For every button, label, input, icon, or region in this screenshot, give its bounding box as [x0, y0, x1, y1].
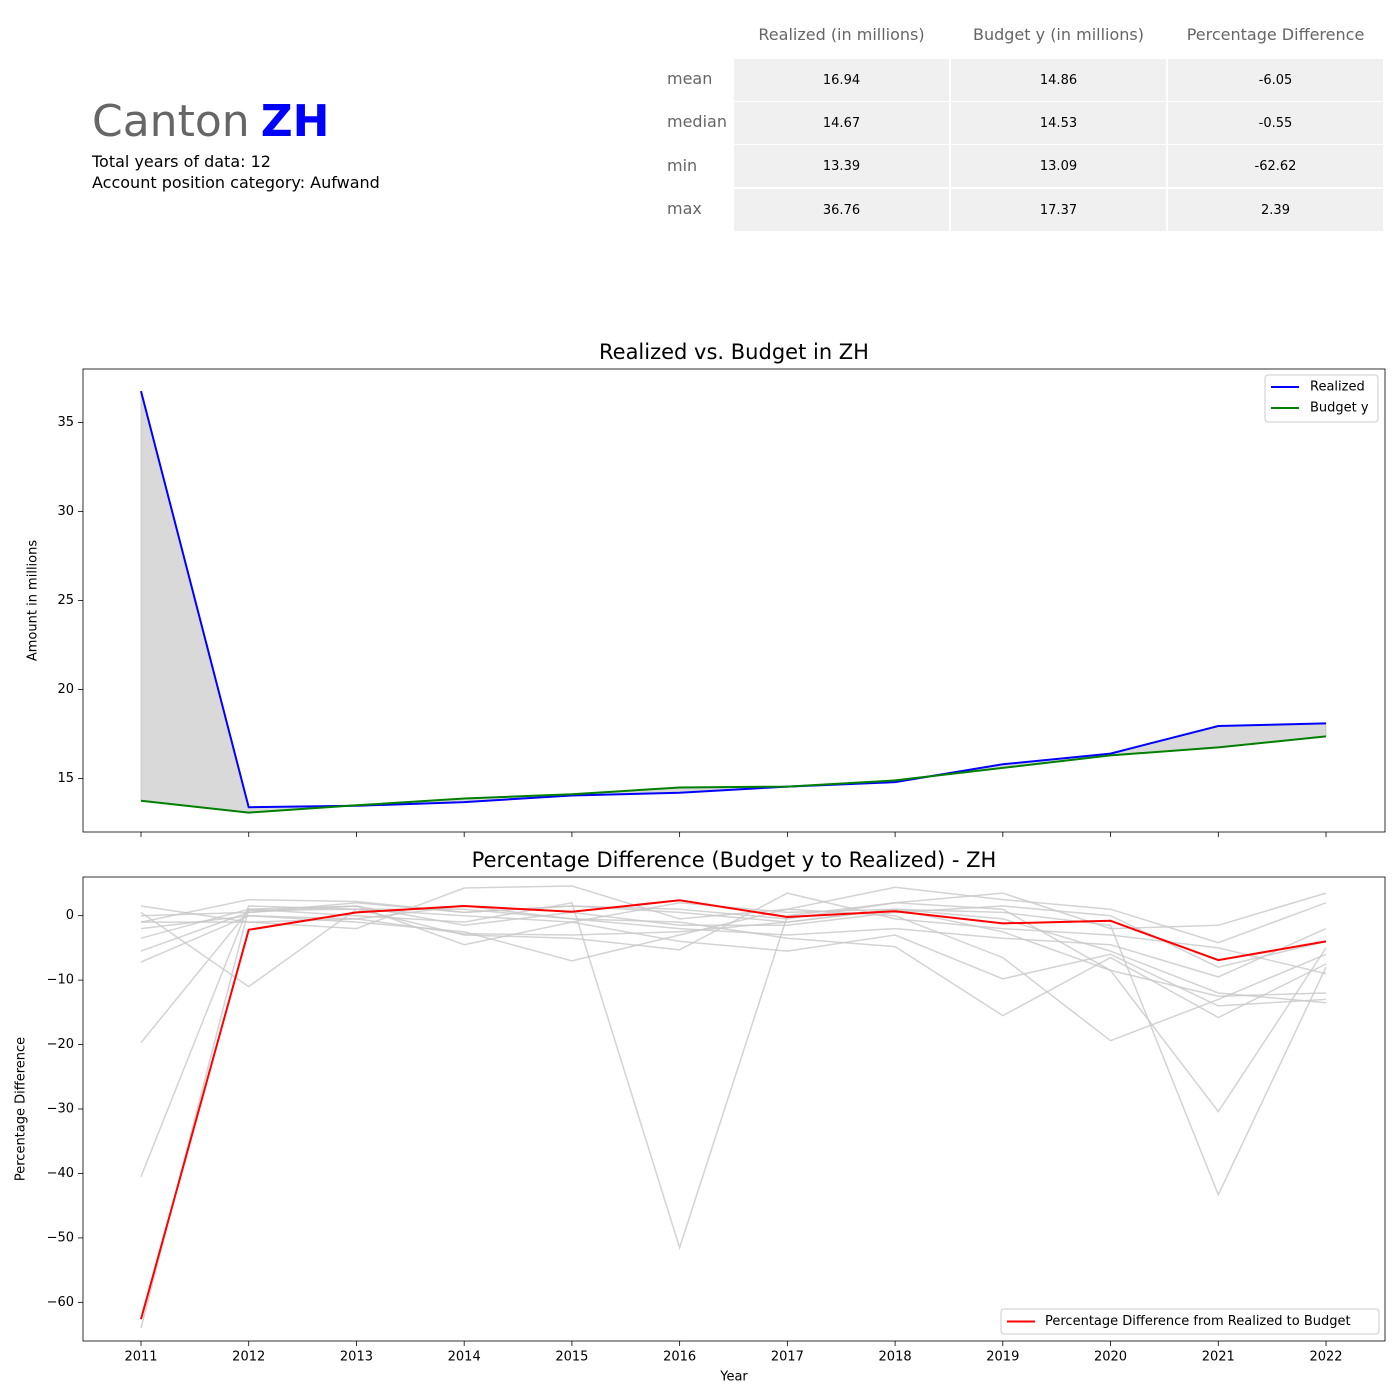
x-tick-label: 2022: [1309, 1350, 1342, 1365]
series-line: [140, 899, 1327, 1320]
canton-title: Canton ZH: [92, 100, 329, 144]
account-category-text: Account position category: Aufwand: [92, 173, 380, 192]
background-series-line: [140, 905, 1327, 968]
x-tick-label: 2011: [124, 1350, 157, 1365]
x-tick-label: 2015: [555, 1350, 588, 1365]
y-tick-label: −30: [47, 1102, 74, 1117]
table-cell: 14.67: [734, 102, 949, 144]
years-of-data-text: Total years of data: 12: [92, 152, 271, 171]
background-series-line: [140, 892, 1327, 930]
y-axis-label: Percentage Difference: [14, 1037, 29, 1181]
y-tick-label: 25: [57, 593, 74, 608]
x-tick-label: 2016: [663, 1350, 696, 1365]
background-series-line: [141, 905, 1327, 978]
y-tick-label: −10: [47, 973, 74, 988]
legend-label: Realized: [1310, 380, 1365, 395]
table-cell: 13.09: [951, 145, 1166, 187]
col-header-budget: Budget y (in millions): [973, 25, 1144, 44]
background-series-line: [140, 902, 1327, 1113]
chart-title: Realized vs. Budget in ZH: [599, 340, 869, 364]
y-tick-label: 20: [57, 682, 74, 697]
col-header-percentage: Percentage Difference: [1186, 25, 1365, 44]
table-cell: 16.94: [734, 59, 949, 101]
x-tick-label: 2014: [448, 1350, 481, 1365]
y-axis-label: Amount in millions: [26, 540, 41, 662]
y-tick-label: −40: [47, 1166, 74, 1181]
row-header-median: median: [667, 112, 727, 131]
background-series-line: [140, 908, 1327, 1004]
row-header-min: min: [667, 156, 698, 175]
y-tick-label: 15: [57, 771, 74, 786]
canton-word: Canton: [92, 96, 250, 147]
x-axis-label: Year: [719, 1370, 748, 1385]
background-series-line: [140, 908, 1327, 1044]
axes-frame: [82, 368, 1386, 833]
table-cell: 17.37: [951, 189, 1166, 231]
table-cell: 13.39: [734, 145, 949, 187]
y-tick-label: −60: [47, 1295, 74, 1310]
col-header-realized: Realized (in millions): [758, 25, 925, 44]
row-header-max: max: [667, 199, 702, 218]
x-tick-label: 2019: [986, 1350, 1019, 1365]
table-cell: 2.39: [1168, 189, 1383, 231]
fill-between-area: [140, 391, 1327, 813]
y-tick-label: 35: [57, 415, 74, 430]
legend-box: [1000, 1308, 1380, 1335]
y-tick-label: −20: [47, 1037, 74, 1052]
table-cell: 36.76: [734, 189, 949, 231]
legend-label: Budget y: [1310, 401, 1369, 416]
table-cell: 14.86: [951, 59, 1166, 101]
x-tick-label: 2013: [340, 1350, 373, 1365]
x-tick-label: 2021: [1202, 1350, 1235, 1365]
y-tick-label: −50: [47, 1230, 74, 1245]
y-tick-label: 30: [57, 504, 74, 519]
y-tick-label: 0: [66, 908, 74, 923]
row-header-mean: mean: [667, 69, 713, 88]
canton-code: ZH: [260, 96, 330, 147]
background-series-line: [140, 901, 1327, 1329]
background-series-line: [140, 908, 1327, 1042]
legend-label: Percentage Difference from Realized to B…: [1045, 1314, 1351, 1329]
background-series-line: [140, 902, 1327, 1197]
table-cell: -6.05: [1168, 59, 1383, 101]
x-tick-label: 2020: [1094, 1350, 1127, 1365]
table-cell: -0.55: [1168, 102, 1383, 144]
chart-title: Percentage Difference (Budget y to Reali…: [472, 848, 997, 872]
x-tick-label: 2012: [232, 1350, 265, 1365]
series-line: [140, 735, 1327, 814]
table-cell: 14.53: [951, 102, 1166, 144]
table-cell: -62.62: [1168, 145, 1383, 187]
x-tick-label: 2018: [879, 1350, 912, 1365]
series-line: [140, 390, 1327, 809]
x-tick-label: 2017: [771, 1350, 804, 1365]
